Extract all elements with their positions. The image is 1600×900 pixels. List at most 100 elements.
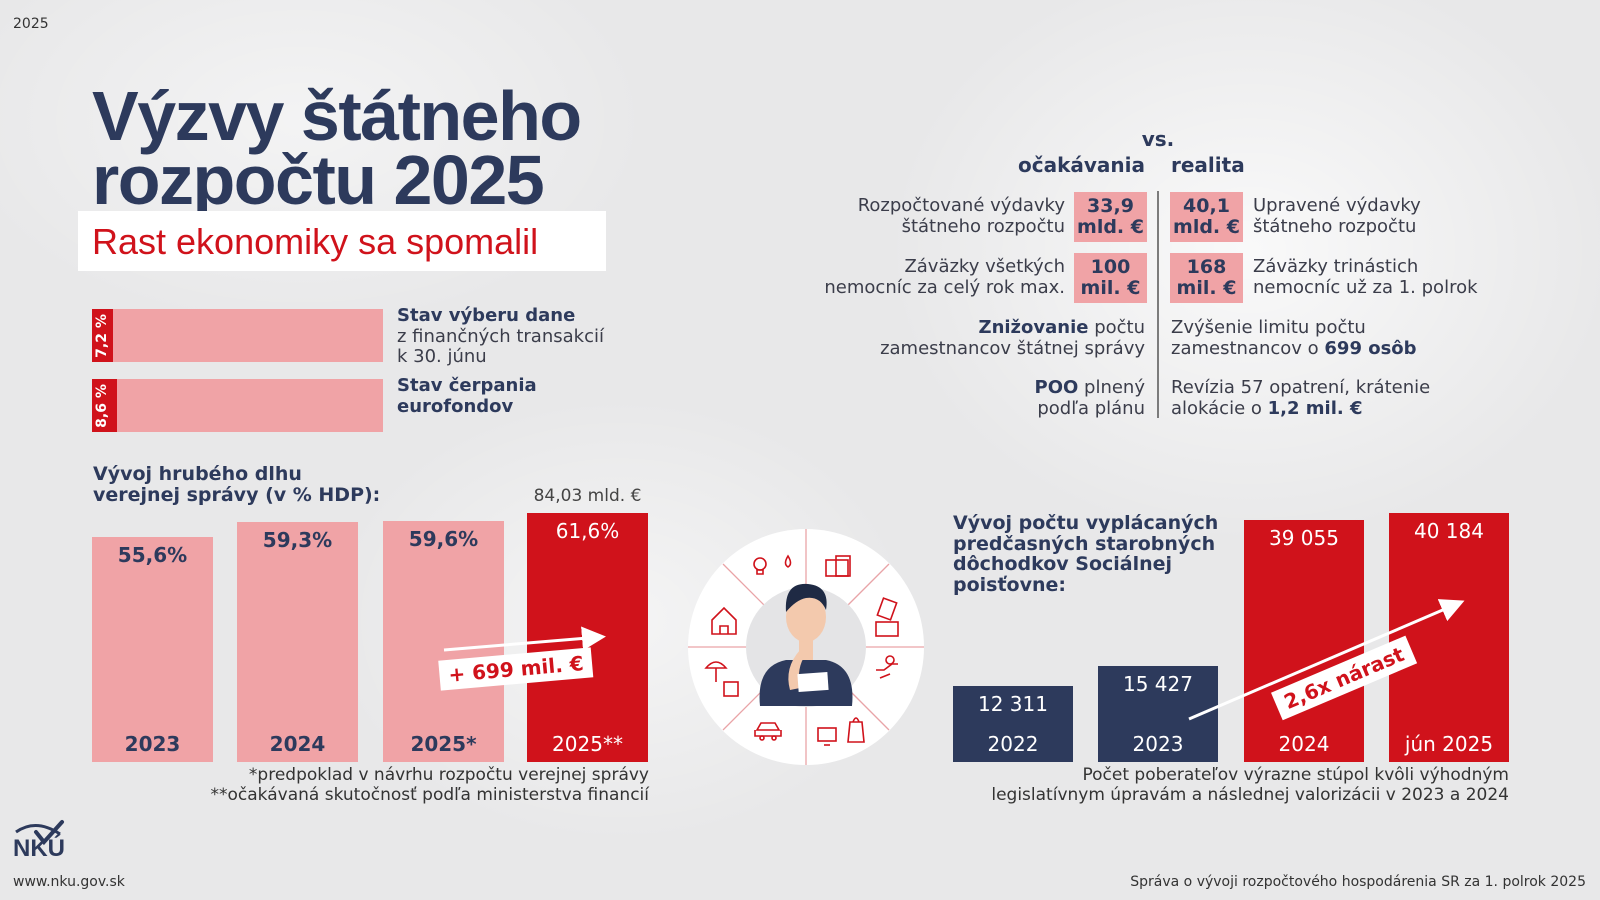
category-line: eurofondov: [397, 395, 537, 418]
subtitle-box: Rast ekonomiky sa spomalil: [78, 211, 606, 271]
progress-label: 8,6 %: [94, 383, 110, 428]
value-label: 12 311: [978, 691, 1048, 716]
reality-text: Záväzky trinástich nemocníc už za 1. polr…: [1253, 256, 1478, 298]
bold-text: Stav čerpania: [397, 375, 537, 396]
bar: 12 311 2022: [953, 685, 1073, 762]
person: [759, 583, 853, 706]
expectation-text: Záväzky všetkých nemocníc za celý rok max…: [824, 256, 1065, 298]
bold-text: 1,2 mil. €: [1267, 398, 1363, 419]
logo-mark: [15, 820, 64, 846]
reality-text: Zvýšenie limitu počtu zamestnancov o 699 …: [1171, 317, 1417, 359]
bold-text: Znižovanie: [978, 317, 1089, 338]
text: Zvýšenie limitu počtu: [1171, 317, 1366, 338]
circle-illustration: [688, 529, 924, 765]
x-label: 2024: [1278, 731, 1330, 756]
text: podľa plánu: [1037, 398, 1145, 419]
reality-line: nemocníc už za 1. polrok: [1253, 277, 1478, 298]
reality-line: zamestnancov o 699 osôb: [1171, 338, 1417, 359]
bar: 59,3% 2024: [237, 522, 358, 762]
bar: 59,6% 2025*: [383, 521, 504, 762]
year: 2025: [13, 16, 49, 32]
expectation-line: Záväzky všetkých: [824, 256, 1065, 277]
expectation-line: zamestnancov štátnej správy: [880, 338, 1145, 359]
text: zamestnancov štátnej správy: [880, 338, 1145, 359]
spokes: [688, 529, 924, 765]
x-label: 2025**: [552, 732, 623, 756]
x-label: 2024: [269, 731, 326, 756]
left-header: očakávania: [1017, 153, 1145, 177]
expectation-text: POO plnený podľa plánu: [1035, 377, 1146, 419]
text: nemocníc za celý rok max.: [824, 277, 1065, 298]
expectation-line: podľa plánu: [1035, 398, 1145, 419]
expectation-text: Rozpočtované výdavky štátneho rozpočtu: [858, 195, 1065, 237]
chart-title-line: predčasných starobných: [953, 532, 1216, 555]
bar: 61,6% 2025**: [527, 513, 648, 762]
value-label: 55,6%: [117, 543, 188, 568]
footnote: *predpoklad v návrhu rozpočtu verejnej s…: [211, 765, 649, 805]
value-line: mld. €: [1077, 216, 1144, 238]
value-line: 100: [1090, 256, 1131, 278]
text: plnený: [1078, 377, 1145, 398]
category-line: Stav čerpania: [397, 375, 537, 397]
category-line: Stav výberu dane: [397, 305, 604, 327]
expectation-line: nemocníc za celý rok max.: [824, 277, 1065, 298]
expectation-line: Rozpočtované výdavky: [858, 195, 1065, 216]
bar: 15 427 2023: [1098, 666, 1218, 762]
text: Záväzky trinástich: [1253, 256, 1419, 277]
chart-title-line: Vývoj hrubého dlhu: [93, 463, 302, 485]
chart-title-line: poisťovne:: [953, 573, 1067, 596]
progress-fill: 7,2 %: [92, 309, 113, 362]
expectation-line: štátneho rozpočtu: [858, 216, 1065, 237]
category-line: z finančných transakcií: [397, 325, 604, 348]
reality-line: Revízia 57 opatrení, krátenie: [1171, 377, 1430, 398]
bold-text: POO: [1034, 377, 1079, 398]
text: z finančných transakcií: [397, 325, 604, 347]
chart-title-line: verejnej správy (v % HDP):: [93, 483, 381, 506]
progress-track: 7,2 %: [92, 309, 383, 362]
value-line: 40,1: [1183, 195, 1230, 217]
value-label: 61,6%: [555, 519, 620, 543]
title: Výzvy štátneho rozpočtu 2025: [92, 77, 582, 219]
bar: 40 184 jún 2025: [1389, 513, 1509, 762]
bar: 55,6% 2023: [92, 537, 213, 762]
text: zamestnancov o: [1171, 338, 1325, 359]
reality-line: štátneho rozpočtu: [1253, 216, 1421, 237]
annotation: 84,03 mld. €: [533, 486, 642, 506]
x-label: 2022: [987, 731, 1039, 756]
subtitle: Rast ekonomiky sa spomalil: [92, 221, 539, 262]
category-line: k 30. júnu: [397, 346, 604, 368]
value-line: mil. €: [1176, 277, 1237, 299]
title-line: Výzvy štátneho: [92, 77, 582, 155]
value-box: 168 mil. €: [1170, 253, 1243, 303]
reality-line: Upravené výdavky: [1253, 195, 1421, 216]
value-label: 59,3%: [262, 528, 333, 553]
footnote-line: **očakávaná skutočnosť podľa ministerstv…: [210, 785, 649, 805]
bold-text: Stav výberu dane: [397, 305, 576, 326]
reality-text: Upravené výdavky štátneho rozpočtu: [1253, 195, 1421, 237]
value-label: 39 055: [1269, 525, 1339, 550]
value-line: mld. €: [1173, 216, 1240, 238]
title-line: rozpočtu 2025: [92, 141, 545, 219]
value-box: 33,9 mld. €: [1074, 192, 1147, 242]
text: štátneho rozpočtu: [1253, 216, 1417, 237]
bar: 39 055 2024: [1244, 519, 1364, 762]
website: www.nku.gov.sk: [13, 874, 125, 890]
expectation-line: POO plnený: [1035, 377, 1146, 398]
expectation-line: Znižovanie počtu: [880, 317, 1145, 338]
chart-title: Vývoj hrubého dlhu verejnej správy (v % H…: [93, 464, 380, 505]
text: štátneho rozpočtu: [901, 216, 1065, 237]
text: k 30. júnu: [397, 346, 487, 367]
text: Rozpočtované výdavky: [857, 195, 1065, 216]
report-name: Správa o vývoji rozpočtového hospodáreni…: [1130, 874, 1586, 890]
text: nemocníc už za 1. polrok: [1253, 277, 1478, 298]
text: počtu: [1088, 317, 1145, 338]
value-line: mil. €: [1080, 277, 1141, 299]
bold-text: eurofondov: [397, 395, 514, 417]
value-line: 168: [1186, 256, 1227, 278]
value-box: 40,1 mld. €: [1170, 192, 1243, 242]
circle: [688, 529, 924, 765]
footnote-line: Počet poberateľov výrazne stúpol kvôli v…: [1082, 765, 1509, 785]
icons: [704, 554, 899, 746]
progress-track: 8,6 %: [92, 379, 383, 432]
